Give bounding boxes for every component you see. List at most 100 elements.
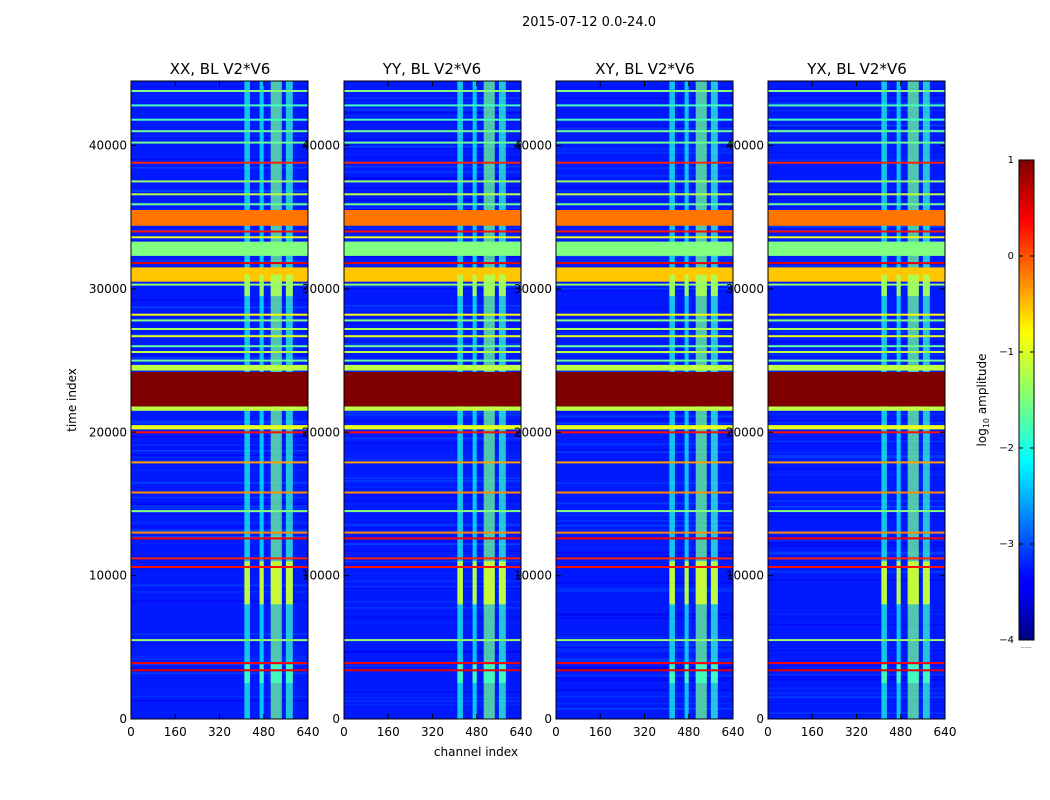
noise-streak — [768, 102, 945, 105]
noise-streak — [768, 94, 945, 97]
time-band — [556, 210, 733, 226]
noise-streak — [344, 511, 521, 514]
noise-streak — [556, 658, 733, 660]
noise-streak — [131, 536, 308, 538]
noise-streak — [131, 521, 308, 524]
noise-streak — [344, 499, 521, 502]
noise-streak — [344, 112, 521, 114]
noise-streak — [344, 349, 521, 351]
noise-streak — [131, 501, 308, 504]
time-line — [768, 236, 945, 239]
time-line — [556, 557, 733, 560]
noise-streak — [768, 696, 945, 698]
time-line — [344, 313, 521, 316]
x-tick-label: 480 — [252, 725, 275, 739]
noise-streak — [131, 354, 308, 356]
time-line — [344, 90, 521, 92]
noise-streak — [556, 422, 733, 425]
noise-streak — [344, 321, 521, 324]
colorbar-tick-label: −3 — [999, 539, 1014, 550]
y-tick-label: 20000 — [302, 425, 340, 439]
time-line — [344, 351, 521, 353]
noise-streak — [344, 651, 521, 653]
x-tick-label: 640 — [297, 725, 320, 739]
noise-streak — [131, 633, 308, 635]
noise-streak — [768, 341, 945, 343]
rfi-burst — [259, 561, 264, 605]
noise-streak — [131, 672, 308, 674]
rfi-burst — [695, 561, 707, 605]
noise-streak — [768, 649, 945, 651]
y-tick-label: 10000 — [514, 569, 552, 583]
noise-streak — [556, 261, 733, 263]
time-line — [344, 345, 521, 348]
noise-streak — [131, 334, 308, 336]
noise-streak — [131, 697, 308, 700]
time-line — [768, 431, 945, 434]
noise-streak — [344, 120, 521, 123]
noise-streak — [131, 435, 308, 438]
time-band — [131, 372, 308, 407]
noise-streak — [131, 356, 308, 358]
noise-streak — [344, 453, 521, 455]
time-band — [344, 406, 521, 411]
time-line — [556, 118, 733, 121]
noise-streak — [556, 308, 733, 310]
time-line — [768, 141, 945, 144]
noise-streak — [556, 675, 733, 677]
time-line — [768, 118, 945, 121]
time-line — [344, 328, 521, 330]
time-line — [768, 230, 945, 233]
noise-streak — [344, 486, 521, 488]
noise-streak — [768, 641, 945, 643]
noise-streak — [344, 689, 521, 691]
noise-streak — [556, 576, 733, 578]
noise-streak — [768, 413, 945, 415]
noise-streak — [131, 695, 308, 698]
rfi-burst — [270, 664, 282, 684]
noise-streak — [768, 88, 945, 91]
noise-streak — [344, 287, 521, 290]
noise-streak — [344, 310, 521, 313]
time-line — [131, 193, 308, 196]
time-band — [768, 425, 945, 430]
time-line — [556, 319, 733, 322]
noise-streak — [556, 442, 733, 444]
noise-streak — [556, 478, 733, 480]
panel-title: XX, BL V2*V6 — [170, 60, 271, 78]
time-band — [556, 372, 733, 407]
time-line — [768, 345, 945, 348]
time-line — [131, 319, 308, 322]
noise-streak — [556, 502, 733, 505]
noise-streak — [344, 178, 521, 181]
noise-streak — [131, 454, 308, 457]
noise-streak — [768, 673, 945, 676]
time-band — [768, 372, 945, 407]
time-line — [556, 537, 733, 540]
time-line — [768, 537, 945, 540]
noise-streak — [344, 115, 521, 117]
noise-streak — [344, 527, 521, 529]
time-line — [344, 566, 521, 568]
time-line — [131, 335, 308, 338]
noise-streak — [344, 494, 521, 496]
noise-streak — [131, 663, 308, 665]
noise-streak — [768, 712, 945, 714]
noise-streak — [131, 167, 308, 169]
rfi-burst — [472, 561, 477, 605]
noise-streak — [556, 419, 733, 421]
noise-streak — [344, 411, 521, 414]
noise-streak — [344, 458, 521, 460]
noise-streak — [344, 505, 521, 508]
noise-streak — [556, 530, 733, 532]
heatmap-plot-area: 0 160 320 480 640 0 10000 20000 30000 40000 — [726, 80, 956, 739]
x-tick-label: 0 — [552, 725, 560, 739]
noise-streak — [768, 499, 945, 502]
time-line — [344, 319, 521, 322]
noise-streak — [768, 516, 945, 518]
y-tick-label: 40000 — [302, 139, 340, 153]
rfi-burst — [285, 664, 293, 684]
rfi-burst — [498, 664, 506, 684]
time-line — [768, 161, 945, 164]
noise-streak — [344, 587, 521, 589]
